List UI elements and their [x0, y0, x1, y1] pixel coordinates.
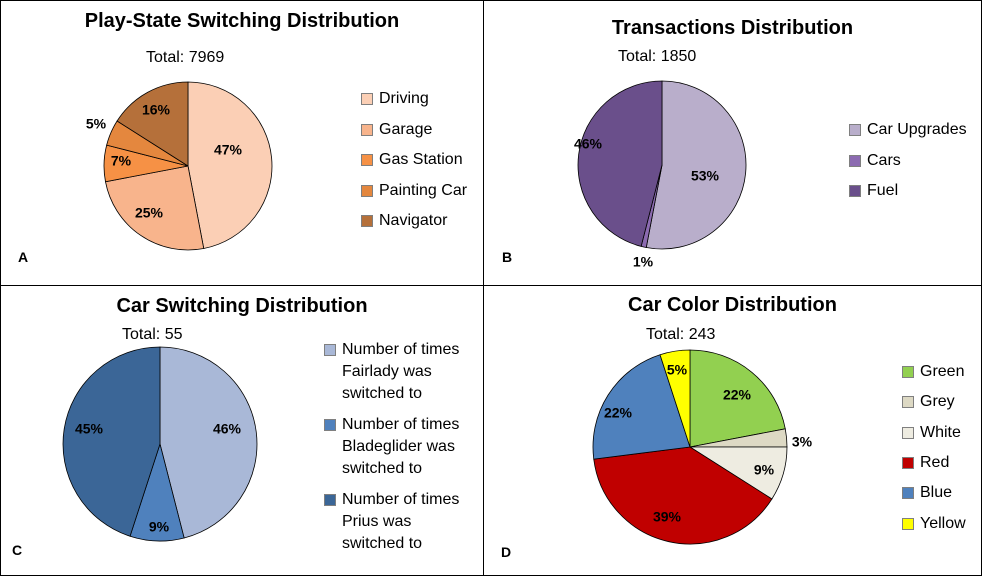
legend-swatch	[361, 215, 373, 228]
panel-letter: C	[12, 542, 23, 558]
legend-swatch	[902, 456, 914, 469]
legend-swatch	[902, 517, 914, 530]
slice-value-label: 9%	[754, 462, 775, 478]
legend-swatch	[361, 93, 373, 105]
legend-swatch	[361, 154, 373, 167]
pie-chart: 46% 9% 45%	[62, 346, 258, 542]
legend-label: Fairlady was	[342, 363, 432, 380]
slice-value-label: 22%	[723, 387, 752, 403]
pie-slice-navigator	[116, 81, 189, 167]
slice-value-label: 7%	[111, 153, 132, 169]
legend-label: Driving	[379, 90, 429, 107]
legend-label: Blue	[920, 484, 953, 502]
total-label: Total: 243	[646, 326, 716, 343]
legend-swatch	[849, 124, 861, 136]
legend-label: Yellow	[920, 514, 966, 532]
panel-transactions: Transactions Distribution Total: 1850 53…	[483, 0, 982, 286]
slice-value-label: 5%	[86, 116, 107, 132]
legend-swatch	[849, 154, 861, 167]
legend-label: Garage	[379, 120, 433, 138]
legend-label: switched to	[342, 385, 423, 402]
pie-slice-green	[689, 349, 786, 448]
legend-swatch	[902, 396, 914, 409]
legend-swatch	[324, 419, 336, 431]
legend-label: Navigator	[379, 212, 448, 230]
pie-slice-car-upgrades	[645, 80, 747, 250]
panel-car-color: Car Color Distribution Total: 243 22% 3% 9…	[483, 285, 982, 576]
panel-letter: B	[502, 249, 513, 265]
legend-label: Cars	[867, 151, 901, 169]
slice-value-label: 47%	[214, 142, 243, 158]
pie-slice-number-of-times-fairlady-was-switched-to	[159, 346, 258, 539]
legend-label: switched to	[342, 535, 423, 552]
pie-chart: 47% 25% 7% 5% 16%	[86, 81, 273, 251]
total-label: Total: 1850	[618, 48, 697, 65]
slice-value-label: 53%	[691, 168, 720, 184]
pie-slice-driving	[187, 81, 273, 249]
pie-slice-yellow	[659, 349, 691, 448]
slice-value-label: 9%	[149, 519, 170, 535]
legend-swatch	[361, 184, 373, 197]
legend-swatch	[902, 366, 914, 378]
chart-title: Car Color Distribution	[628, 294, 837, 316]
panel-letter: A	[18, 249, 29, 265]
pie-slice-number-of-times-prius-was-switched-to	[62, 346, 161, 537]
slice-value-label: 39%	[653, 509, 682, 525]
chart-title: Play-State Switching Distribution	[84, 10, 400, 32]
slice-value-label: 16%	[142, 102, 171, 118]
slice-value-label: 22%	[604, 405, 633, 421]
legend-label: Gas Station	[379, 151, 463, 169]
slice-value-label: 46%	[213, 421, 242, 437]
legend-label: Green	[920, 363, 965, 380]
legend-swatch	[902, 487, 914, 500]
slice-value-label: 5%	[667, 362, 688, 378]
slice-value-label: 1%	[633, 254, 654, 270]
legend-label: Car Upgrades	[867, 121, 967, 138]
legend-label: Red	[920, 453, 950, 471]
slice-value-label: 45%	[75, 421, 104, 437]
pie-slice-red	[593, 446, 773, 545]
pie-slice-fuel	[577, 80, 663, 247]
slice-value-label: 3%	[792, 434, 813, 450]
panel-play-state: Play-State Switching Distribution Total:…	[0, 0, 484, 286]
legend-label: Fuel	[867, 182, 899, 199]
panel-letter: D	[501, 544, 512, 560]
legend-label: Number of times	[342, 491, 460, 508]
pie-slice-blue	[592, 354, 691, 460]
legend-label: Number of times	[342, 416, 460, 433]
legend-swatch	[902, 426, 914, 439]
legend-label: Bladeglider was	[342, 438, 455, 455]
total-label: Total: 55	[122, 326, 183, 343]
slice-value-label: 46%	[574, 136, 603, 152]
legend-label: Grey	[920, 393, 955, 411]
total-label: Total: 7969	[146, 49, 225, 66]
slice-value-label: 25%	[135, 205, 164, 221]
legend-label: switched to	[342, 460, 423, 477]
legend-swatch	[849, 185, 861, 197]
legend-swatch	[324, 494, 336, 506]
pie-slice-garage	[105, 165, 205, 251]
pie-chart: 53% 1% 46%	[574, 80, 747, 270]
legend-label: Prius was	[342, 513, 412, 530]
chart-title: Transactions Distribution	[611, 17, 854, 39]
legend-label: White	[920, 423, 961, 441]
pie-chart: 22% 3% 9% 39% 22% 5%	[592, 349, 813, 545]
panel-car-switching: Car Switching Distribution Total: 55 46%…	[0, 285, 484, 576]
legend-swatch	[324, 344, 336, 356]
legend-label: Number of times	[342, 341, 460, 358]
chart-title: Car Switching Distribution	[116, 295, 368, 317]
legend-swatch	[361, 123, 373, 136]
legend-label: Painting Car	[379, 181, 468, 199]
